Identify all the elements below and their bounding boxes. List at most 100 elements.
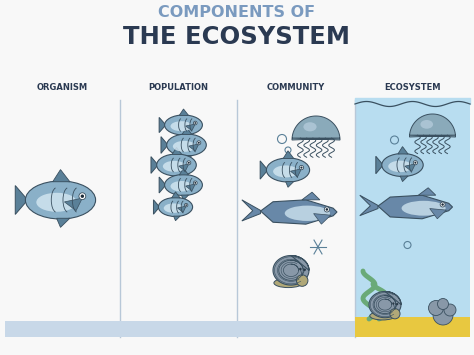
Text: COMMUNITY: COMMUNITY [267, 83, 325, 92]
Polygon shape [177, 206, 186, 212]
Polygon shape [400, 176, 408, 181]
Circle shape [296, 275, 308, 286]
Ellipse shape [285, 206, 330, 221]
Circle shape [396, 303, 398, 305]
Circle shape [194, 122, 196, 124]
Circle shape [184, 203, 188, 207]
Polygon shape [179, 164, 189, 171]
Ellipse shape [26, 181, 96, 219]
Text: COMPONENTS OF: COMPONENTS OF [158, 5, 316, 20]
Circle shape [433, 305, 453, 325]
Polygon shape [430, 208, 447, 219]
Circle shape [79, 193, 86, 200]
Polygon shape [314, 214, 331, 224]
Polygon shape [182, 135, 189, 140]
Circle shape [390, 308, 400, 319]
Ellipse shape [164, 203, 183, 213]
Ellipse shape [382, 153, 423, 176]
Circle shape [324, 207, 329, 212]
Circle shape [193, 121, 197, 125]
Polygon shape [242, 200, 261, 221]
Ellipse shape [370, 312, 395, 320]
Circle shape [197, 141, 201, 145]
Polygon shape [283, 151, 294, 158]
Circle shape [438, 299, 448, 310]
Circle shape [441, 203, 444, 206]
Polygon shape [302, 192, 320, 200]
Ellipse shape [163, 161, 186, 172]
Polygon shape [273, 256, 309, 285]
Circle shape [414, 162, 417, 164]
Circle shape [444, 304, 456, 316]
Bar [355, 317, 470, 337]
Polygon shape [172, 192, 180, 198]
Circle shape [299, 268, 301, 270]
Ellipse shape [158, 197, 192, 217]
Circle shape [198, 142, 200, 144]
Ellipse shape [273, 165, 298, 178]
Circle shape [81, 195, 84, 198]
Polygon shape [174, 176, 182, 181]
Polygon shape [15, 186, 28, 214]
Circle shape [194, 182, 196, 184]
Ellipse shape [420, 120, 433, 129]
Polygon shape [378, 195, 453, 219]
Ellipse shape [173, 141, 196, 152]
Polygon shape [179, 109, 189, 115]
Ellipse shape [167, 134, 206, 156]
Ellipse shape [164, 115, 202, 135]
Polygon shape [369, 291, 401, 318]
Bar [355, 100, 470, 337]
Ellipse shape [36, 193, 77, 212]
Polygon shape [286, 181, 294, 187]
Polygon shape [154, 200, 160, 214]
Ellipse shape [274, 278, 303, 288]
Polygon shape [291, 169, 301, 177]
Polygon shape [173, 216, 180, 221]
Polygon shape [151, 157, 158, 173]
Circle shape [299, 165, 304, 170]
Polygon shape [292, 116, 340, 140]
Ellipse shape [303, 122, 317, 131]
Polygon shape [260, 161, 268, 179]
Ellipse shape [266, 158, 310, 182]
Circle shape [413, 160, 418, 165]
Circle shape [301, 166, 302, 169]
Polygon shape [405, 164, 415, 171]
Polygon shape [161, 137, 168, 153]
Circle shape [193, 181, 197, 185]
Bar [5, 321, 355, 337]
Polygon shape [410, 114, 456, 137]
Text: ECOSYSTEM: ECOSYSTEM [384, 83, 441, 92]
Circle shape [187, 161, 191, 165]
Ellipse shape [171, 181, 192, 191]
Polygon shape [64, 198, 82, 211]
Circle shape [185, 204, 187, 206]
Ellipse shape [164, 175, 202, 196]
Text: ORGANISM: ORGANISM [37, 83, 88, 92]
Polygon shape [418, 188, 436, 195]
Ellipse shape [388, 160, 412, 172]
Polygon shape [182, 195, 189, 200]
Circle shape [428, 300, 444, 316]
Circle shape [392, 302, 394, 305]
Text: THE ECOSYSTEM: THE ECOSYSTEM [124, 25, 350, 49]
Polygon shape [360, 195, 378, 216]
Polygon shape [186, 184, 195, 191]
Polygon shape [376, 156, 383, 174]
Ellipse shape [401, 201, 446, 216]
Text: POPULATION: POPULATION [148, 83, 209, 92]
Polygon shape [186, 124, 195, 131]
Circle shape [440, 202, 445, 207]
Polygon shape [189, 144, 199, 151]
Polygon shape [261, 200, 337, 224]
Circle shape [326, 208, 328, 211]
Polygon shape [53, 170, 70, 182]
Polygon shape [182, 127, 192, 135]
Polygon shape [159, 118, 166, 133]
Polygon shape [172, 147, 182, 154]
Circle shape [303, 268, 306, 271]
Circle shape [188, 162, 190, 164]
Ellipse shape [157, 154, 196, 176]
Polygon shape [398, 147, 408, 154]
